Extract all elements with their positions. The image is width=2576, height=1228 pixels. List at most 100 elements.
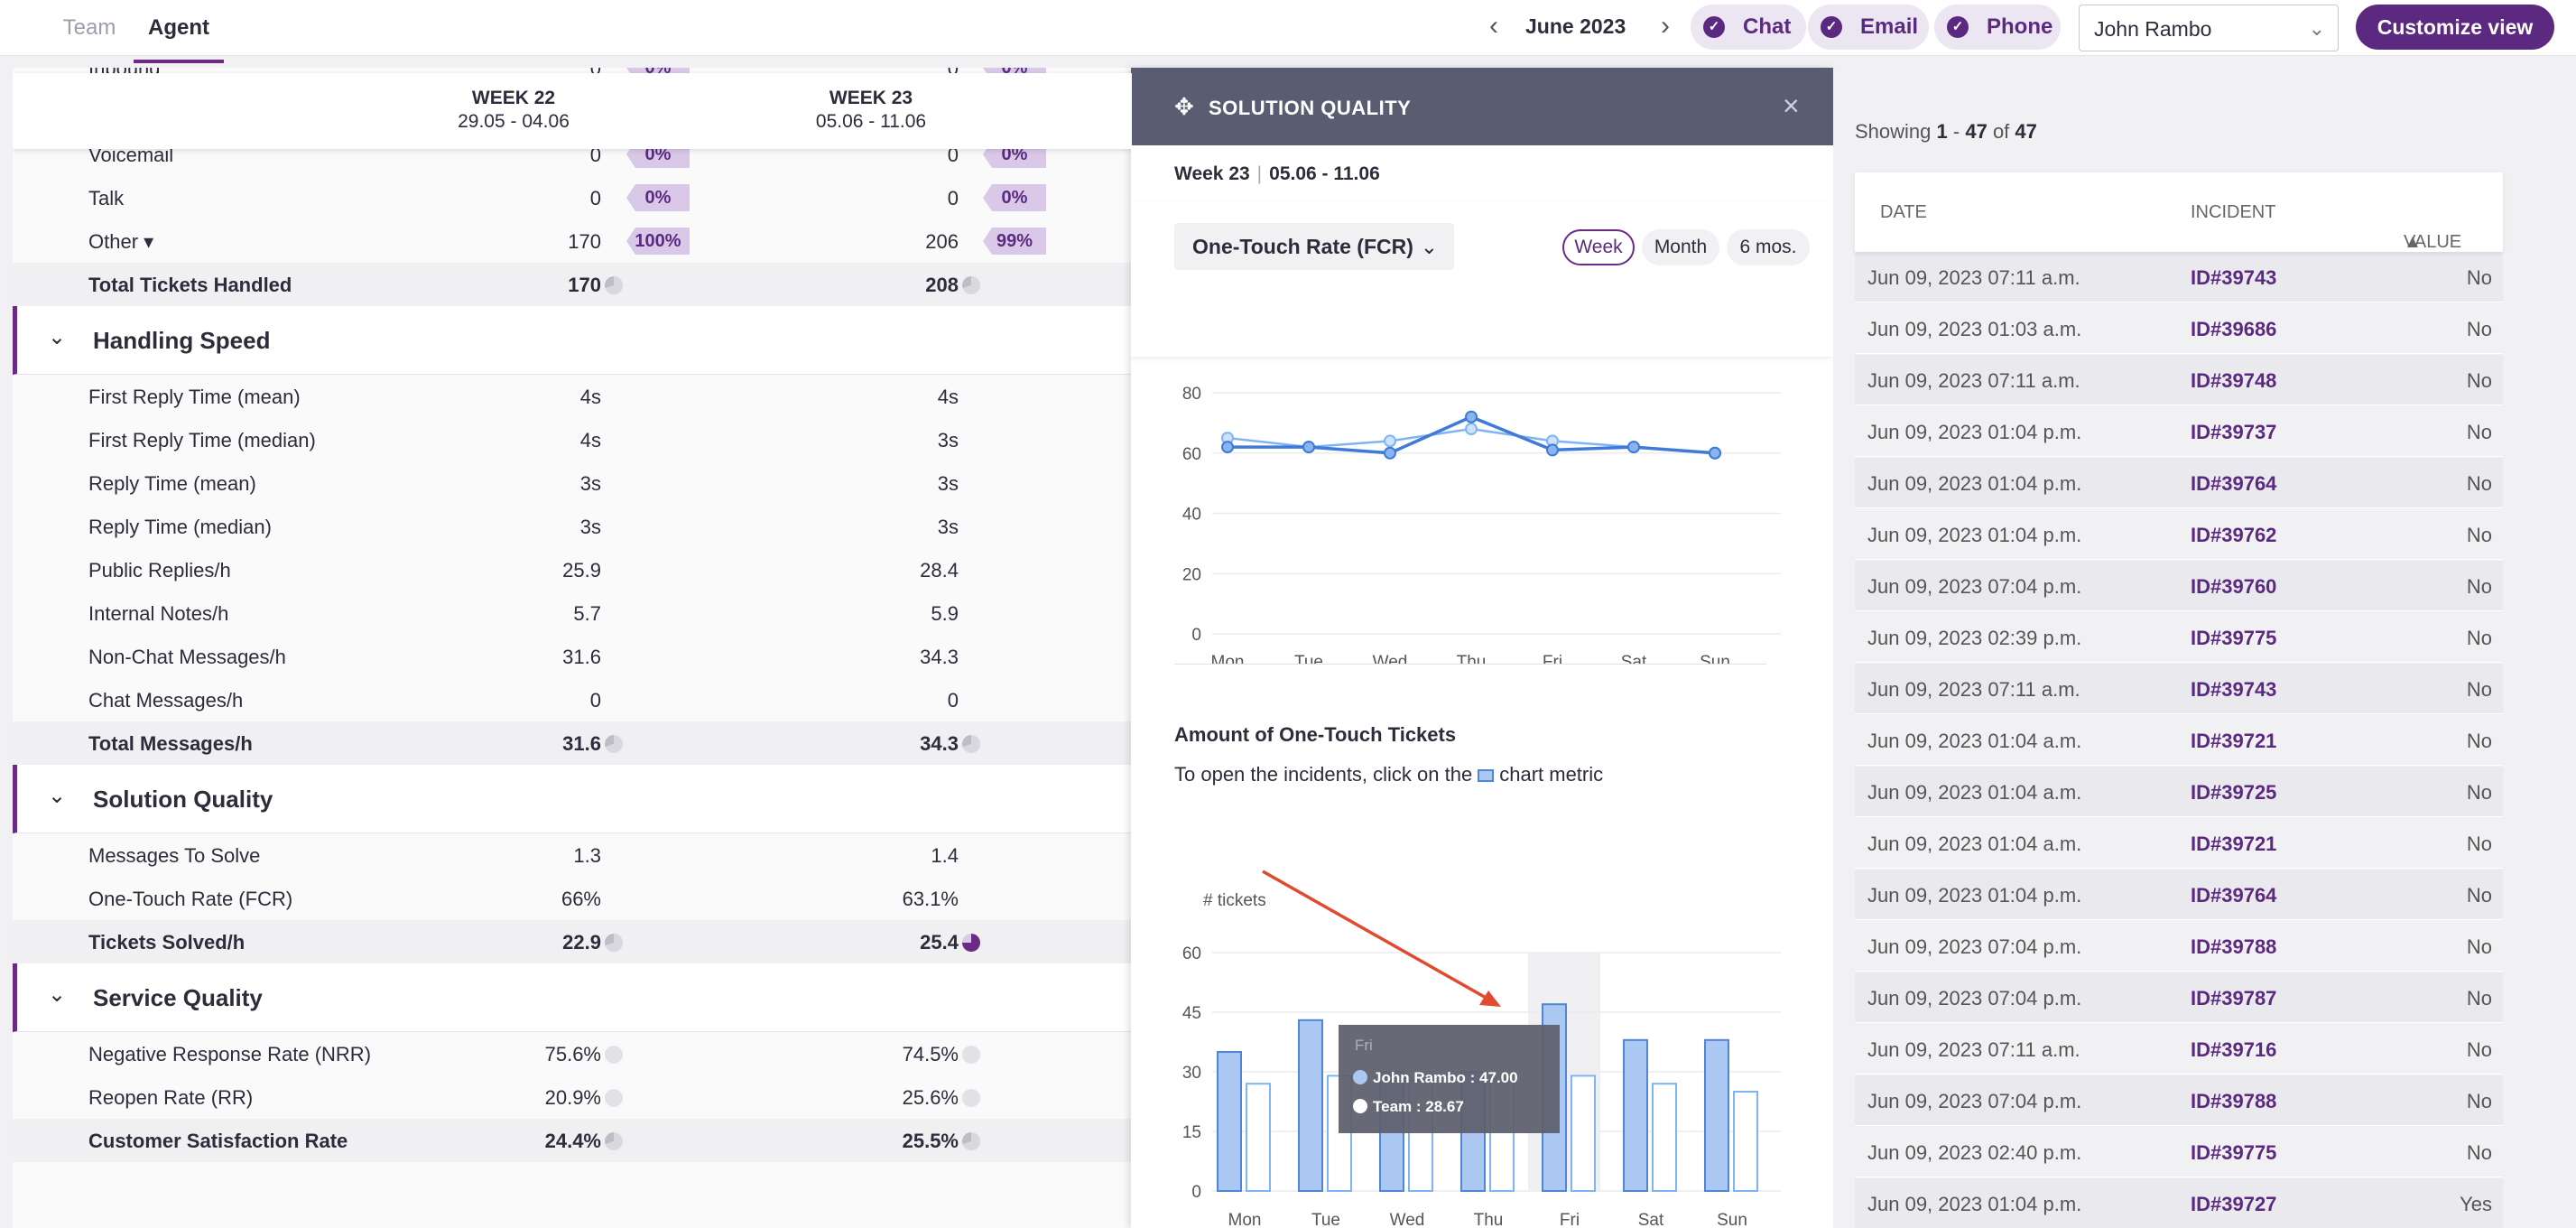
incident-link[interactable]: ID#39686: [2191, 318, 2277, 340]
list-item[interactable]: Jun 09, 2023 07:04 p.m. ID#39787 No: [1855, 972, 2503, 1023]
incident-value: No: [2466, 627, 2492, 649]
data-point[interactable]: [1384, 446, 1396, 460]
section-handling[interactable]: ⌄ Handling Speed: [13, 306, 1132, 375]
incident-link[interactable]: ID#39725: [2191, 781, 2277, 804]
list-item[interactable]: Jun 09, 2023 07:11 a.m. ID#39716 No: [1855, 1024, 2503, 1074]
incident-link[interactable]: ID#39775: [2191, 1141, 2277, 1164]
tab-agent[interactable]: Agent: [134, 0, 224, 63]
list-item[interactable]: Jun 09, 2023 01:04 p.m. ID#39764 No: [1855, 458, 2503, 508]
period-month-button[interactable]: Month: [1642, 229, 1719, 265]
list-item[interactable]: Jun 09, 2023 01:04 p.m. ID#39737 No: [1855, 406, 2503, 457]
pie-chart-icon[interactable]: [605, 1132, 623, 1150]
metrics-table: WEEK 22 29.05 - 04.06 WEEK 23 05.06 - 11…: [13, 68, 1132, 1228]
data-point[interactable]: [1384, 434, 1396, 448]
chevron-down-icon[interactable]: ⌄: [48, 784, 67, 808]
pie-chart-icon[interactable]: [962, 1132, 980, 1150]
section-service[interactable]: ⌄ Service Quality: [13, 963, 1132, 1032]
incident-link[interactable]: ID#39721: [2191, 730, 2277, 752]
incident-link[interactable]: ID#39716: [2191, 1038, 2277, 1061]
chevron-right-icon[interactable]: ›: [1661, 11, 1670, 41]
list-item[interactable]: Jun 09, 2023 01:04 p.m. ID#39727 Yes: [1855, 1178, 2503, 1228]
bar-john-rambo[interactable]: [1217, 1051, 1242, 1192]
incident-link[interactable]: ID#39787: [2191, 987, 2277, 1009]
incident-link[interactable]: ID#39743: [2191, 678, 2277, 701]
pie-chart-icon[interactable]: [605, 735, 623, 753]
incident-link[interactable]: ID#39788: [2191, 1090, 2277, 1112]
period-6mos-button[interactable]: 6 mos.: [1727, 229, 1810, 265]
incident-link[interactable]: ID#39764: [2191, 472, 2277, 495]
incident-link[interactable]: ID#39775: [2191, 627, 2277, 649]
bar-john-rambo[interactable]: [1623, 1038, 1648, 1192]
bar-john-rambo[interactable]: [1704, 1038, 1729, 1192]
incident-link[interactable]: ID#39727: [2191, 1193, 2277, 1215]
week-23-value: 5.9: [931, 602, 959, 625]
list-item[interactable]: Jun 09, 2023 07:04 p.m. ID#39788 No: [1855, 1075, 2503, 1126]
chevron-down-icon[interactable]: ⌄: [48, 982, 67, 1007]
list-item[interactable]: Jun 09, 2023 01:04 p.m. ID#39764 No: [1855, 870, 2503, 920]
list-item[interactable]: Jun 09, 2023 07:11 a.m. ID#39743 No: [1855, 252, 2503, 302]
pie-chart-icon[interactable]: [605, 934, 623, 952]
data-point[interactable]: [1465, 423, 1478, 436]
y-tick-label: 0: [1191, 626, 1201, 645]
data-point[interactable]: [1709, 446, 1721, 460]
incident-link[interactable]: ID#39743: [2191, 266, 2277, 289]
tab-team[interactable]: Team: [62, 15, 116, 40]
week-23-value: 1.4: [931, 844, 959, 867]
incident-link[interactable]: ID#39737: [2191, 421, 2277, 443]
channel-chat-toggle[interactable]: ✓ Chat: [1691, 5, 1806, 50]
pie-chart-icon[interactable]: [605, 276, 623, 294]
section-solution[interactable]: ⌄ Solution Quality: [13, 765, 1132, 833]
bar-team[interactable]: [1571, 1074, 1596, 1192]
list-item[interactable]: Jun 09, 2023 07:04 p.m. ID#39788 No: [1855, 921, 2503, 972]
list-item[interactable]: Jun 09, 2023 02:40 p.m. ID#39775 No: [1855, 1127, 2503, 1177]
bar-john-rambo[interactable]: [1298, 1019, 1323, 1192]
customize-view-button[interactable]: Customize view: [2356, 5, 2554, 50]
bar-team[interactable]: [1246, 1083, 1271, 1193]
pie-chart-icon[interactable]: [962, 276, 980, 294]
pie-chart-icon[interactable]: [962, 735, 980, 753]
close-icon[interactable]: ×: [1783, 89, 1800, 122]
data-point[interactable]: [1221, 441, 1234, 454]
incident-link[interactable]: ID#39764: [2191, 884, 2277, 907]
sort-up-icon: ▲: [2404, 232, 2422, 252]
period-week-button[interactable]: Week: [1562, 229, 1635, 265]
x-tick-label: Tue: [1294, 653, 1323, 664]
list-item[interactable]: Jun 09, 2023 01:04 a.m. ID#39721 No: [1855, 818, 2503, 869]
chevron-left-icon[interactable]: ‹: [1489, 11, 1498, 41]
move-icon[interactable]: ✥: [1174, 93, 1194, 120]
share-badge: 0%: [983, 184, 1046, 211]
incident-link[interactable]: ID#39721: [2191, 833, 2277, 855]
incident-link[interactable]: ID#39762: [2191, 524, 2277, 546]
row-label: Reopen Rate (RR): [88, 1086, 254, 1109]
bar-team[interactable]: [1652, 1083, 1677, 1193]
row-label: Internal Notes/h: [88, 602, 229, 625]
data-point[interactable]: [1465, 410, 1478, 423]
list-item[interactable]: Jun 09, 2023 01:04 a.m. ID#39721 No: [1855, 715, 2503, 766]
metric-dropdown[interactable]: One-Touch Rate (FCR) ⌄: [1174, 223, 1454, 270]
col-incident[interactable]: INCIDENT: [2191, 202, 2276, 222]
incident-link[interactable]: ID#39788: [2191, 935, 2277, 958]
channel-email-toggle[interactable]: ✓ Email: [1808, 5, 1929, 50]
col-date[interactable]: DATE: [1880, 202, 1927, 222]
data-point[interactable]: [1302, 441, 1315, 454]
chevron-down-icon[interactable]: ⌄: [48, 325, 67, 349]
incident-date: Jun 09, 2023 01:03 a.m.: [1867, 318, 2082, 340]
incident-link[interactable]: ID#39760: [2191, 575, 2277, 598]
scrollbar[interactable]: [2533, 68, 2576, 1228]
incident-value: No: [2466, 730, 2492, 752]
bar-team[interactable]: [1733, 1091, 1758, 1192]
list-item[interactable]: Jun 09, 2023 01:04 a.m. ID#39725 No: [1855, 767, 2503, 817]
channel-phone-toggle[interactable]: ✓ Phone: [1934, 5, 2061, 50]
list-item[interactable]: Jun 09, 2023 01:03 a.m. ID#39686 No: [1855, 303, 2503, 354]
data-point[interactable]: [1546, 443, 1559, 457]
list-item[interactable]: Jun 09, 2023 07:04 p.m. ID#39760 No: [1855, 561, 2503, 611]
list-item[interactable]: Jun 09, 2023 07:11 a.m. ID#39743 No: [1855, 664, 2503, 714]
list-item[interactable]: Jun 09, 2023 07:11 a.m. ID#39748 No: [1855, 355, 2503, 405]
week-23-value: 0: [947, 689, 959, 712]
agent-select[interactable]: John Rambo ⌄: [2079, 5, 2339, 51]
list-item[interactable]: Jun 09, 2023 01:04 p.m. ID#39762 No: [1855, 509, 2503, 560]
list-item[interactable]: Jun 09, 2023 02:39 p.m. ID#39775 No: [1855, 612, 2503, 663]
data-point[interactable]: [1627, 441, 1640, 454]
pie-chart-icon[interactable]: [962, 934, 980, 952]
incident-link[interactable]: ID#39748: [2191, 369, 2277, 392]
